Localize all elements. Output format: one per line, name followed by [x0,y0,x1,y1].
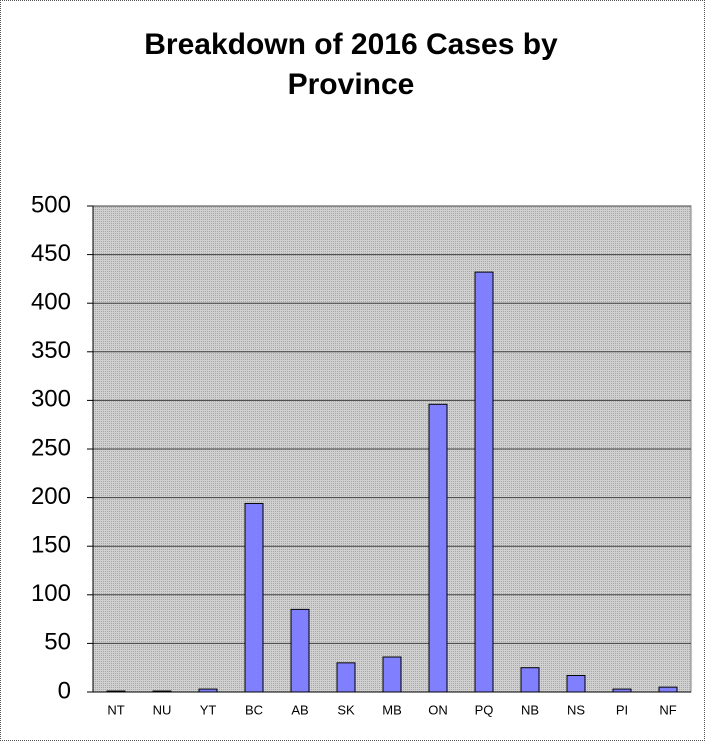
chart-title: Breakdown of 2016 Cases by Province [144,28,558,101]
bar [152,690,172,693]
x-tick-label: ON [428,702,448,717]
bar [566,674,586,693]
bar [106,690,126,693]
y-tick-label: 50 [44,629,71,656]
y-tick-label: 250 [31,434,71,461]
x-tick-label: NS [567,702,585,717]
x-tick-label: NF [659,702,676,717]
y-tick-label: 500 [31,191,71,218]
bar [336,662,356,693]
x-tick-label: BC [245,702,263,717]
bar [244,502,264,693]
bar [290,608,310,693]
y-tick-label: 450 [31,240,71,267]
x-tick-label: AB [291,702,308,717]
y-tick-label: 100 [31,580,71,607]
bar [428,403,448,693]
x-tick-label: PI [616,702,628,717]
y-tick-label: 350 [31,337,71,364]
x-tick-label: NT [107,702,124,717]
x-tick-label: PQ [475,702,494,717]
bar [474,271,494,693]
bar [198,688,218,693]
bar [658,686,678,693]
y-tick-label: 200 [31,483,71,510]
x-tick-label: SK [337,702,355,717]
x-tick-label: NB [521,702,539,717]
bar [520,667,540,693]
x-tick-label: NU [153,702,172,717]
x-tick-label: MB [382,702,402,717]
y-tick-label: 300 [31,386,71,413]
y-tick-label: 0 [58,677,71,704]
bar [612,688,632,693]
y-tick-label: 400 [31,289,71,316]
y-tick-label: 150 [31,532,71,559]
bar [382,656,402,693]
x-tick-label: YT [200,702,217,717]
